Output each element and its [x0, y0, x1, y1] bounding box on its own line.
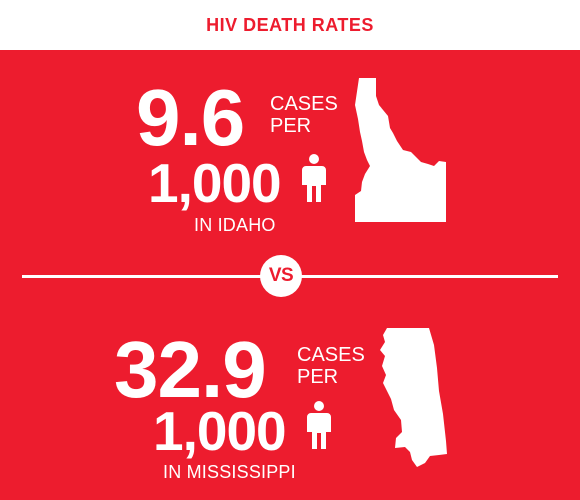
mississippi-per-label: PER	[297, 366, 339, 389]
idaho-cases-per-label: CASES PER	[270, 93, 338, 138]
idaho-location-label: IN IDAHO	[194, 215, 276, 235]
person-icon	[306, 401, 332, 449]
mississippi-stat: 32.9 CASES PER 1,000 IN MISSISSIPPI	[0, 286, 580, 500]
idaho-rate: 9.6	[136, 73, 245, 162]
idaho-map-icon	[350, 78, 450, 222]
mississippi-cases-per-label: CASES PER	[297, 344, 365, 389]
person-icon	[301, 154, 327, 202]
mississippi-cases-label: CASES	[297, 344, 365, 366]
mississippi-per-value: 1,000	[153, 400, 287, 462]
idaho-cases-label: CASES	[270, 93, 338, 115]
page-title: HIV DEATH RATES	[206, 14, 374, 35]
mississippi-map-icon	[377, 328, 467, 470]
idaho-stat: 9.6 CASES PER 1,000 IN IDAHO	[0, 50, 580, 250]
red-panel: 9.6 CASES PER 1,000 IN IDAHO VS 32	[0, 50, 580, 500]
vs-badge: VS	[260, 255, 302, 297]
idaho-per-label: PER	[270, 115, 312, 138]
mississippi-location-label: IN MISSISSIPPI	[163, 462, 296, 482]
idaho-per-value: 1,000	[148, 152, 282, 214]
mississippi-rate: 32.9	[114, 325, 267, 414]
